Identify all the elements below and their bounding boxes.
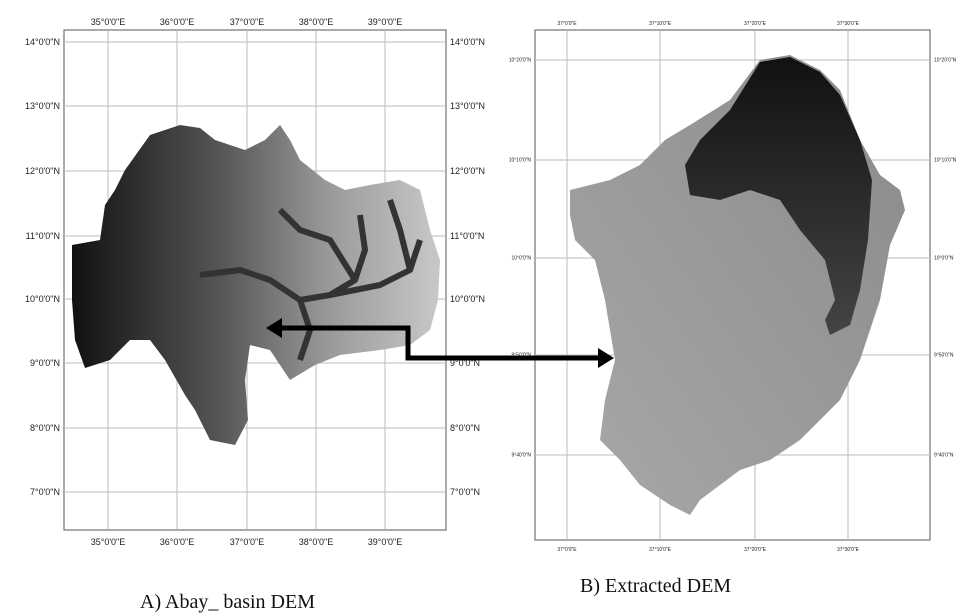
tick-label: 37°20'0"E	[744, 547, 767, 553]
tick-label: 13°0'0"N	[450, 101, 485, 111]
caption: B) Extracted DEM	[580, 575, 731, 597]
tick-label: 9°40'0"N	[512, 453, 532, 459]
tick-label: 9°0'0"N	[30, 358, 60, 368]
tick-label: 39°0'0"E	[368, 537, 403, 547]
tick-label: 37°0'0"E	[230, 537, 265, 547]
tick-label: 37°20'0"E	[744, 21, 767, 27]
tick-label: 39°0'0"E	[368, 17, 403, 27]
tick-label: 38°0'0"E	[299, 17, 334, 27]
tick-label: 11°0'0"N	[450, 231, 484, 241]
tick-label: 9°50'0"N	[934, 353, 954, 359]
tick-label: 37°30'0"E	[837, 21, 860, 27]
tick-label: 7°0'0"N	[30, 487, 60, 497]
tick-label: 37°0'0"E	[557, 547, 577, 553]
tick-label: 10°0'0"N	[25, 294, 60, 304]
tick-label: 9°40'0"N	[934, 453, 954, 459]
tick-label: 10°20'0"N	[509, 58, 532, 64]
tick-label: 37°0'0"E	[230, 17, 265, 27]
tick-label: 35°0'0"E	[91, 537, 126, 547]
figure: 35°0'0"E 35°0'0"E 36°0'0"E 36°0'0"E 37°0'0"E…	[0, 0, 956, 615]
tick-label: 12°0'0"N	[450, 166, 485, 176]
tick-label: 14°0'0"N	[25, 37, 60, 47]
map-a: 35°0'0"E 35°0'0"E 36°0'0"E 36°0'0"E 37°0'0"E…	[25, 17, 485, 547]
tick-label: 10°10'0"N	[934, 158, 956, 164]
tick-label: 10°0'0"N	[512, 256, 532, 262]
tick-label: 35°0'0"E	[91, 17, 126, 27]
tick-label: 37°10'0"E	[649, 21, 672, 27]
map-b: 37°0'0"E 37°0'0"E 37°10'0"E 37°10'0"E 37°20'…	[509, 21, 956, 553]
tick-label: 36°0'0"E	[160, 537, 195, 547]
tick-label: 7°0'0"N	[450, 487, 480, 497]
tick-label: 36°0'0"E	[160, 17, 195, 27]
tick-label: 12°0'0"N	[25, 166, 60, 176]
tick-label: 11°0'0"N	[26, 231, 60, 241]
tick-label: 8°0'0"N	[450, 423, 480, 433]
tick-label: 37°30'0"E	[837, 547, 860, 553]
tick-label: 10°10'0"N	[509, 158, 532, 164]
caption: A) Abay_ basin DEM	[140, 591, 315, 613]
tick-label: 10°20'0"N	[934, 58, 956, 64]
tick-label: 10°0'0"N	[934, 256, 954, 262]
tick-label: 13°0'0"N	[25, 101, 60, 111]
tick-label: 37°0'0"E	[557, 21, 577, 27]
tick-label: 37°10'0"E	[649, 547, 672, 553]
tick-label: 38°0'0"E	[299, 537, 334, 547]
tick-label: 8°0'0"N	[30, 423, 60, 433]
tick-label: 14°0'0"N	[450, 37, 485, 47]
tick-label: 10°0'0"N	[450, 294, 485, 304]
